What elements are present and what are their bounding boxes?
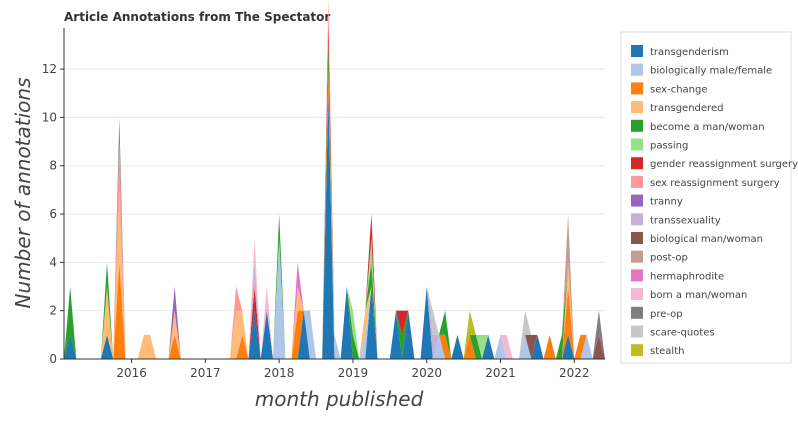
legend-label: biologically male/female bbox=[650, 66, 772, 77]
grid-layer bbox=[64, 68, 605, 312]
area-series-post-op bbox=[64, 0, 605, 359]
area-series-gender-reassignment-surgery bbox=[64, 20, 605, 359]
x-tick-label: 2022 bbox=[559, 366, 590, 380]
legend-swatch bbox=[631, 306, 643, 319]
x-axis-label: month published bbox=[255, 387, 424, 411]
legend-swatch bbox=[631, 250, 643, 263]
legend-swatch bbox=[631, 63, 643, 76]
legend-label: transgendered bbox=[650, 103, 723, 114]
legend-swatch bbox=[631, 157, 643, 170]
y-tick-label: 2 bbox=[49, 304, 57, 318]
area-series-born-a-man-woman bbox=[64, 0, 605, 359]
legend-swatch bbox=[631, 101, 643, 114]
legend-swatch bbox=[631, 45, 643, 57]
legend-swatch bbox=[631, 194, 643, 207]
area-series-biologically-male-female bbox=[64, 93, 605, 359]
area-series-sex-change bbox=[64, 69, 605, 359]
legend-label: post-op bbox=[650, 253, 688, 264]
x-tick-label: 2019 bbox=[338, 366, 369, 380]
area-series-stealth bbox=[64, 0, 605, 359]
legend-swatch bbox=[631, 175, 643, 188]
area-series-hermaphrodite bbox=[64, 0, 605, 359]
legend-label: transgenderism bbox=[650, 47, 729, 58]
legend-label: become a man/woman bbox=[650, 122, 765, 133]
legend-label: passing bbox=[650, 141, 688, 152]
legend-label: biological man/woman bbox=[650, 234, 763, 245]
legend-label: sex reassignment surgery bbox=[650, 178, 780, 189]
area-series-tranny bbox=[64, 0, 605, 359]
legend-label: transsexuality bbox=[650, 215, 721, 226]
legend-label: gender reassignment surgery bbox=[650, 159, 798, 170]
y-tick-label: 10 bbox=[42, 110, 57, 124]
area-series-transsexuality bbox=[64, 0, 605, 359]
legend-label: stealth bbox=[650, 346, 684, 357]
legend-label: hermaphrodite bbox=[650, 271, 724, 282]
area-series-transgenderism bbox=[64, 93, 605, 359]
y-tick-label: 12 bbox=[42, 62, 57, 76]
legend-swatch bbox=[631, 288, 643, 301]
legend-label: sex-change bbox=[650, 84, 708, 95]
legend: transgenderism biologically male/female se… bbox=[620, 31, 798, 364]
area-series-scare-quotes bbox=[64, 0, 605, 359]
y-tick-label: 6 bbox=[49, 207, 57, 221]
legend-swatch bbox=[631, 82, 643, 95]
area-series-passing bbox=[64, 44, 605, 359]
y-tick-label: 0 bbox=[49, 352, 57, 366]
y-axis-label: Number of annotations bbox=[11, 77, 35, 308]
legend-swatch bbox=[631, 269, 643, 282]
chart-title: Article Annotations from The Spectator bbox=[64, 10, 330, 24]
area-series-sex-reassignment-surgery bbox=[64, 0, 605, 359]
x-tick-label: 2018 bbox=[264, 366, 295, 380]
area-layer bbox=[64, 0, 605, 359]
x-tick-label: 2020 bbox=[411, 366, 442, 380]
axis-layer: 0 2 4 6 8 10 12 2016 2017 2018 2019 2020 2021 2022 bbox=[42, 28, 605, 380]
area-series-biological-man-woman bbox=[64, 0, 605, 359]
x-tick-label: 2017 bbox=[190, 366, 221, 380]
area-series-become-a-man-woman bbox=[64, 44, 605, 359]
legend-swatch bbox=[631, 232, 643, 244]
legend-label: pre-op bbox=[650, 309, 683, 320]
legend-label: scare-quotes bbox=[650, 328, 715, 339]
legend-swatch bbox=[631, 344, 643, 357]
x-tick-label: 2021 bbox=[485, 366, 516, 380]
y-tick-label: 4 bbox=[49, 255, 57, 269]
legend-swatch bbox=[631, 325, 643, 338]
legend-label: tranny bbox=[650, 197, 683, 208]
legend-box bbox=[620, 31, 792, 364]
x-tick-label: 2016 bbox=[116, 366, 147, 380]
y-tick-label: 8 bbox=[49, 159, 57, 173]
legend-swatch bbox=[631, 138, 643, 151]
legend-swatch bbox=[631, 119, 643, 132]
legend-swatch bbox=[631, 213, 643, 226]
legend-label: born a man/woman bbox=[650, 290, 747, 301]
area-series-pre-op bbox=[64, 0, 605, 359]
